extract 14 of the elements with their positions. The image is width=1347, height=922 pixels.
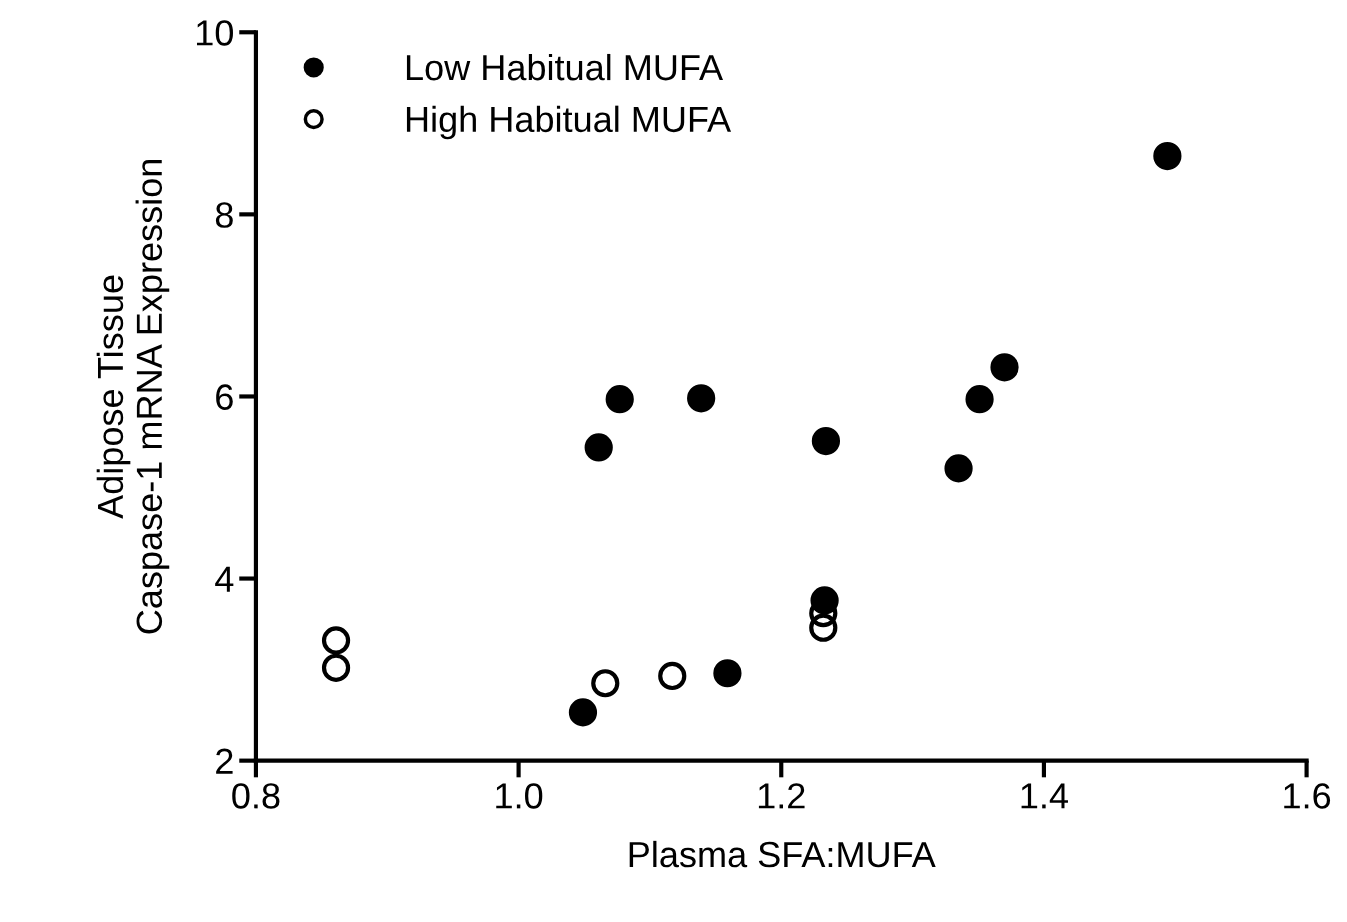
y-tick-label: 4: [215, 566, 234, 592]
x-tick-label: 1.4: [1021, 783, 1068, 809]
x-tick-label: 1.0: [496, 783, 543, 809]
legend-label: Low Habitual MUFA: [406, 53, 724, 81]
legend-label: High Habitual MUFA: [406, 105, 732, 140]
x-tick-label: 1.6: [1284, 783, 1331, 809]
y-tick-label: 2: [216, 748, 233, 774]
y-tick-label: 8: [215, 202, 233, 228]
y-tick-label: 6: [216, 384, 233, 410]
y-axis-title: Adipose Tissue Caspase-1 mRNA Expression: [96, 159, 170, 634]
x-tick-label: 0.8: [232, 783, 280, 809]
x-tick-label: 1.2: [758, 783, 805, 809]
x-axis-title: Plasma SFA:MUFA: [629, 840, 936, 868]
y-tick-label: 10: [196, 20, 233, 46]
